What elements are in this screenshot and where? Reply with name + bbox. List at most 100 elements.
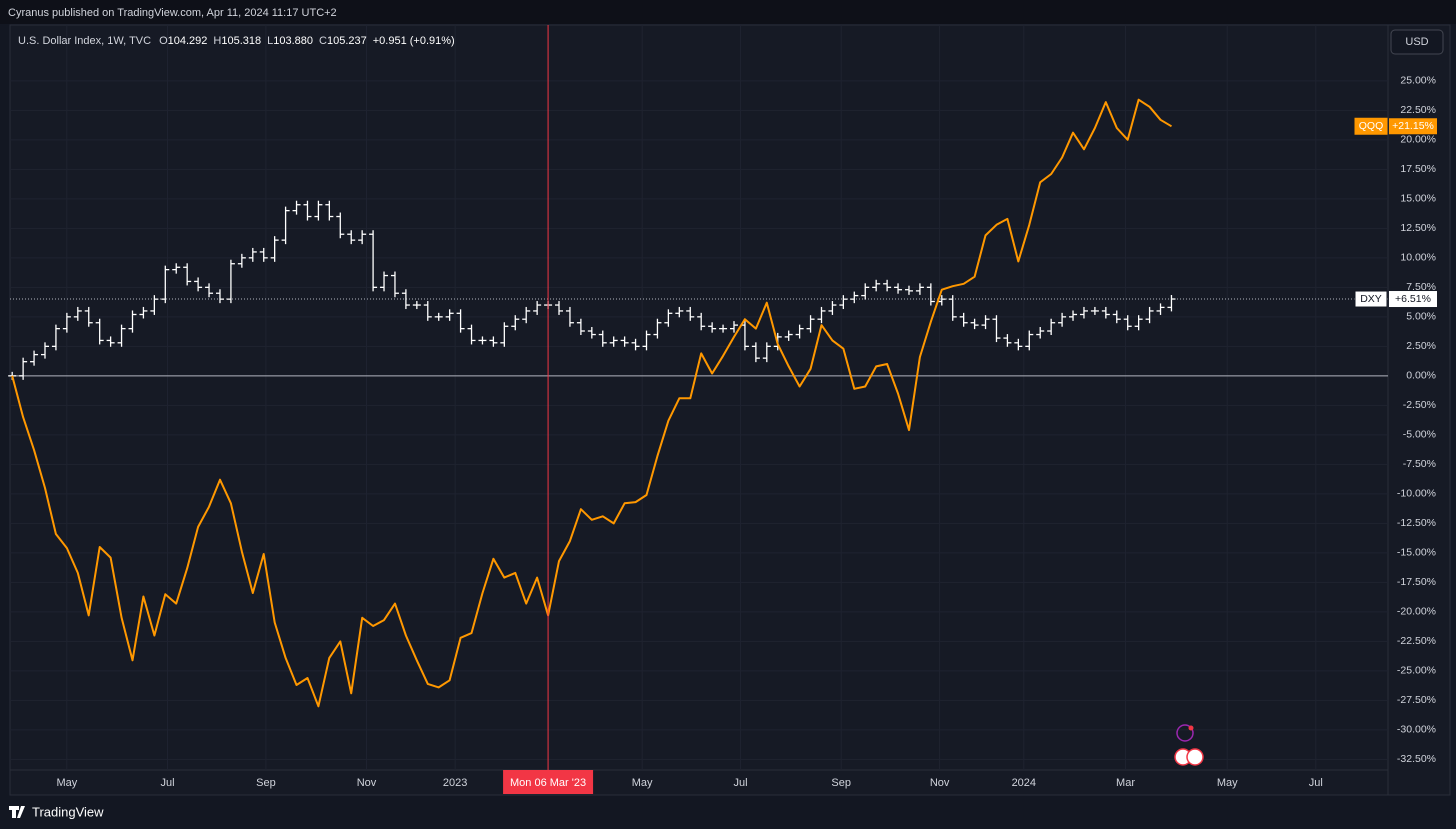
badge-value-box	[1389, 291, 1437, 308]
ohlc-bar	[194, 277, 203, 292]
y-tick-label: 10.00%	[1400, 252, 1436, 264]
ohlc-bar	[609, 336, 618, 347]
ohlc-bar	[686, 306, 695, 321]
y-tick-label: -25.00%	[1397, 665, 1436, 677]
y-tick-label: -27.50%	[1397, 694, 1436, 706]
ohlc-bar	[314, 200, 323, 221]
y-tick-label: 0.00%	[1406, 370, 1436, 382]
ohlc-bar	[904, 285, 913, 295]
ohlc-bar	[19, 357, 28, 380]
ohlc-bar	[1156, 303, 1165, 315]
ohlc-bar	[467, 324, 476, 345]
legend-value: 105.318	[221, 35, 261, 47]
badge-name-box	[1354, 117, 1388, 135]
badge-value: +21.15%	[1392, 120, 1434, 132]
ohlc-bar	[84, 306, 93, 327]
ohlc-bar	[73, 306, 82, 321]
legend: U.S. Dollar Index, 1W, TVC O 104.292 H 105.…	[18, 35, 455, 47]
ohlc-bar	[708, 322, 717, 333]
y-tick-label: -2.50%	[1403, 399, 1436, 411]
ohlc-bar	[1123, 315, 1132, 331]
ohlc-bar	[926, 283, 935, 306]
ohlc-bar	[642, 330, 651, 351]
event-icons	[1174, 724, 1204, 766]
ohlc-bar	[489, 336, 498, 347]
icon	[1188, 725, 1194, 731]
x-tick-label: Jul	[160, 777, 174, 789]
legend-key: H	[213, 35, 221, 47]
y-tick-label: 2.50%	[1406, 340, 1436, 352]
ohlc-bar	[850, 291, 859, 304]
plot	[8, 25, 1388, 770]
ohlc-bar	[664, 309, 673, 327]
icon	[1186, 748, 1204, 766]
y-tick-label: -5.00%	[1403, 429, 1436, 441]
ohlc-bar	[1003, 334, 1012, 347]
ohlc-bar	[1101, 306, 1110, 319]
y-tick-label: 22.50%	[1400, 104, 1436, 116]
ohlc-bar	[565, 306, 574, 327]
ohlc-bar	[1090, 306, 1099, 315]
legend-value: 103.880	[273, 35, 313, 47]
y-tick-label: 7.50%	[1406, 281, 1436, 293]
ohlc-bar	[270, 236, 279, 262]
ohlc-bar	[325, 200, 334, 221]
x-tick-label: Jul	[734, 777, 748, 789]
x-tick-label: Nov	[357, 777, 377, 789]
badge-name: DXY	[1360, 293, 1382, 305]
ohlc-bar	[762, 342, 771, 363]
ohlc-bar	[1058, 312, 1067, 327]
ohlc-bar	[587, 327, 596, 339]
legend-key: L	[267, 35, 273, 47]
currency-button[interactable]	[1390, 29, 1444, 55]
ohlc-bar	[303, 200, 312, 221]
ohlc-bar	[795, 324, 804, 339]
ohlc-bar	[555, 301, 564, 315]
ohlc-bar	[1112, 310, 1121, 324]
ohlc-bar	[380, 271, 389, 292]
y-tick-label: -12.50%	[1397, 517, 1436, 529]
ohlc-bar	[1145, 306, 1154, 324]
chart-pane	[9, 24, 1451, 796]
series-line	[11, 98, 1173, 708]
badge-value: +6.51%	[1395, 293, 1431, 305]
ohlc-bar	[259, 247, 268, 262]
ohlc-bar	[522, 306, 531, 324]
brand-name: TradingView	[32, 804, 104, 819]
badge-name: QQQ	[1359, 120, 1384, 132]
grid: 25.00% 22.50% 20.00% 17.50% 15.00% 12.50% 10.0…	[10, 25, 1436, 789]
ohlc-bar	[226, 259, 235, 304]
ohlc-bar	[237, 253, 246, 268]
y-tick-label: 20.00%	[1400, 134, 1436, 146]
currency-label[interactable]: USD	[1405, 36, 1428, 48]
ohlc-bar	[915, 283, 924, 295]
x-tick-label: Sep	[831, 777, 851, 789]
ohlc-bar	[620, 336, 629, 347]
ohlc-bar	[839, 295, 848, 310]
ohlc-bar	[828, 301, 837, 315]
ohlc-bar	[729, 321, 738, 333]
x-tick-label: 2024	[1012, 777, 1036, 789]
publisher-note: Cyranus published on TradingView.com, Ap…	[8, 7, 337, 19]
ohlc-bar	[128, 310, 137, 333]
ohlc-bar	[183, 263, 192, 286]
crosshair-label: Mon 06 Mar '23	[510, 777, 586, 789]
ohlc-bar	[576, 318, 585, 336]
ohlc-bar	[117, 324, 126, 347]
ohlc-bar	[883, 279, 892, 292]
ohlc-bar	[675, 306, 684, 318]
y-tick-label: 17.50%	[1400, 163, 1436, 175]
ohlc-bar	[894, 283, 903, 294]
y-tick-label: -20.00%	[1397, 606, 1436, 618]
y-tick-label: -10.00%	[1397, 488, 1436, 500]
y-tick-label: -7.50%	[1403, 458, 1436, 470]
ohlc-bar	[806, 315, 815, 333]
x-tick-label: Sep	[256, 777, 276, 789]
ohlc-bar	[281, 206, 290, 245]
badge-name-box	[1354, 290, 1388, 308]
ohlc-bar	[511, 315, 520, 331]
x-tick-label: Mar	[1116, 777, 1135, 789]
top-strip	[0, 0, 1456, 24]
ohlc-bar	[106, 336, 115, 347]
